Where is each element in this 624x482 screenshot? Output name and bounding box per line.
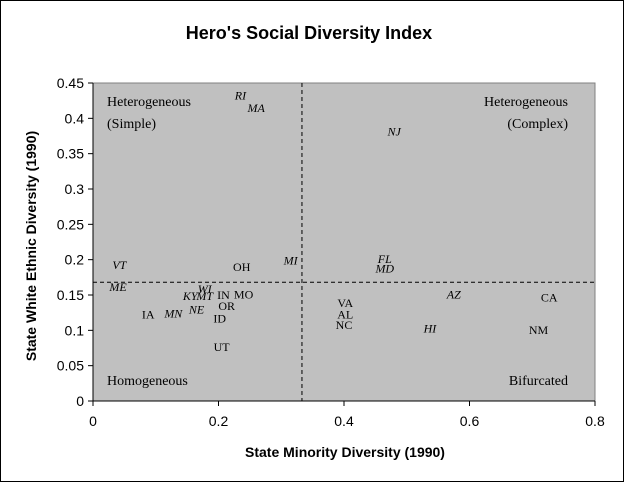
point-nj: NJ <box>387 124 402 138</box>
x-tick-label: 0.2 <box>209 413 229 429</box>
point-ne: NE <box>188 302 205 316</box>
reference-lines <box>93 83 595 401</box>
point-nm: NM <box>529 323 549 337</box>
quadrant-label-top-right-1: (Complex) <box>507 117 568 132</box>
point-nc: NC <box>336 318 353 332</box>
quadrant-label-bottom-left-0: Homogeneous <box>107 374 188 389</box>
quadrant-label-top-right-0: Heterogeneous <box>484 95 568 110</box>
x-tick-label: 0 <box>89 413 97 429</box>
quadrant-label-top-left-1: (Simple) <box>107 117 156 132</box>
point-ia: IA <box>142 307 155 321</box>
point-ri: RI <box>234 88 247 102</box>
x-tick-label: 0.6 <box>460 413 480 429</box>
point-ma: MA <box>246 101 265 115</box>
point-hi: HI <box>423 321 438 335</box>
point-mt: MT <box>195 289 214 303</box>
y-tick-label: 0 <box>76 393 84 409</box>
point-in: IN <box>217 288 230 302</box>
y-tick-label: 0.45 <box>57 75 84 91</box>
point-mo: MO <box>234 288 254 302</box>
y-tick-label: 0.2 <box>65 252 85 268</box>
y-tick-label: 0.3 <box>65 181 85 197</box>
point-me: ME <box>108 280 127 294</box>
y-tick-label: 0.15 <box>57 287 84 303</box>
point-mn: MN <box>163 307 183 321</box>
point-az: AZ <box>446 288 461 302</box>
point-id: ID <box>213 312 226 326</box>
point-ut: UT <box>214 340 231 354</box>
quadrant-label-top-left-0: Heterogeneous <box>107 95 191 110</box>
y-tick-label: 0.35 <box>57 146 84 162</box>
point-oh: OH <box>233 260 251 274</box>
point-al: AL <box>337 307 353 321</box>
point-va: VA <box>337 296 353 310</box>
point-md: MD <box>374 261 394 275</box>
point-ca: CA <box>541 290 558 304</box>
x-tick-label: 0.4 <box>334 413 354 429</box>
point-mi: MI <box>283 254 299 268</box>
point-vt: VT <box>112 258 127 272</box>
y-tick-label: 0.4 <box>65 110 85 126</box>
axes: 0 0.05 0.1 0.15 0.2 0.25 0.3 0.35 0.4 0.45 0 0.2 0.4… <box>57 75 605 429</box>
quadrant-labels: Heterogeneous (Simple) Heterogeneous (Compl… <box>107 95 568 389</box>
chart-title: Hero's Social Diversity Index <box>186 23 432 43</box>
plot-area <box>92 82 596 402</box>
x-axis-title: State Minority Diversity (1990) <box>245 444 445 460</box>
y-axis-title: State White Ethnic Diversity (1990) <box>23 131 39 361</box>
y-tick-label: 0.1 <box>65 322 85 338</box>
point-or: OR <box>218 299 235 313</box>
x-tick-label: 0.8 <box>585 413 605 429</box>
point-wi: WI <box>198 282 213 296</box>
point-ky: KY <box>182 289 199 303</box>
y-tick-label: 0.25 <box>57 216 84 232</box>
point-fl: FL <box>377 252 392 266</box>
y-tick-label: 0.05 <box>57 358 84 374</box>
quadrant-label-bottom-right-0: Bifurcated <box>509 374 568 389</box>
